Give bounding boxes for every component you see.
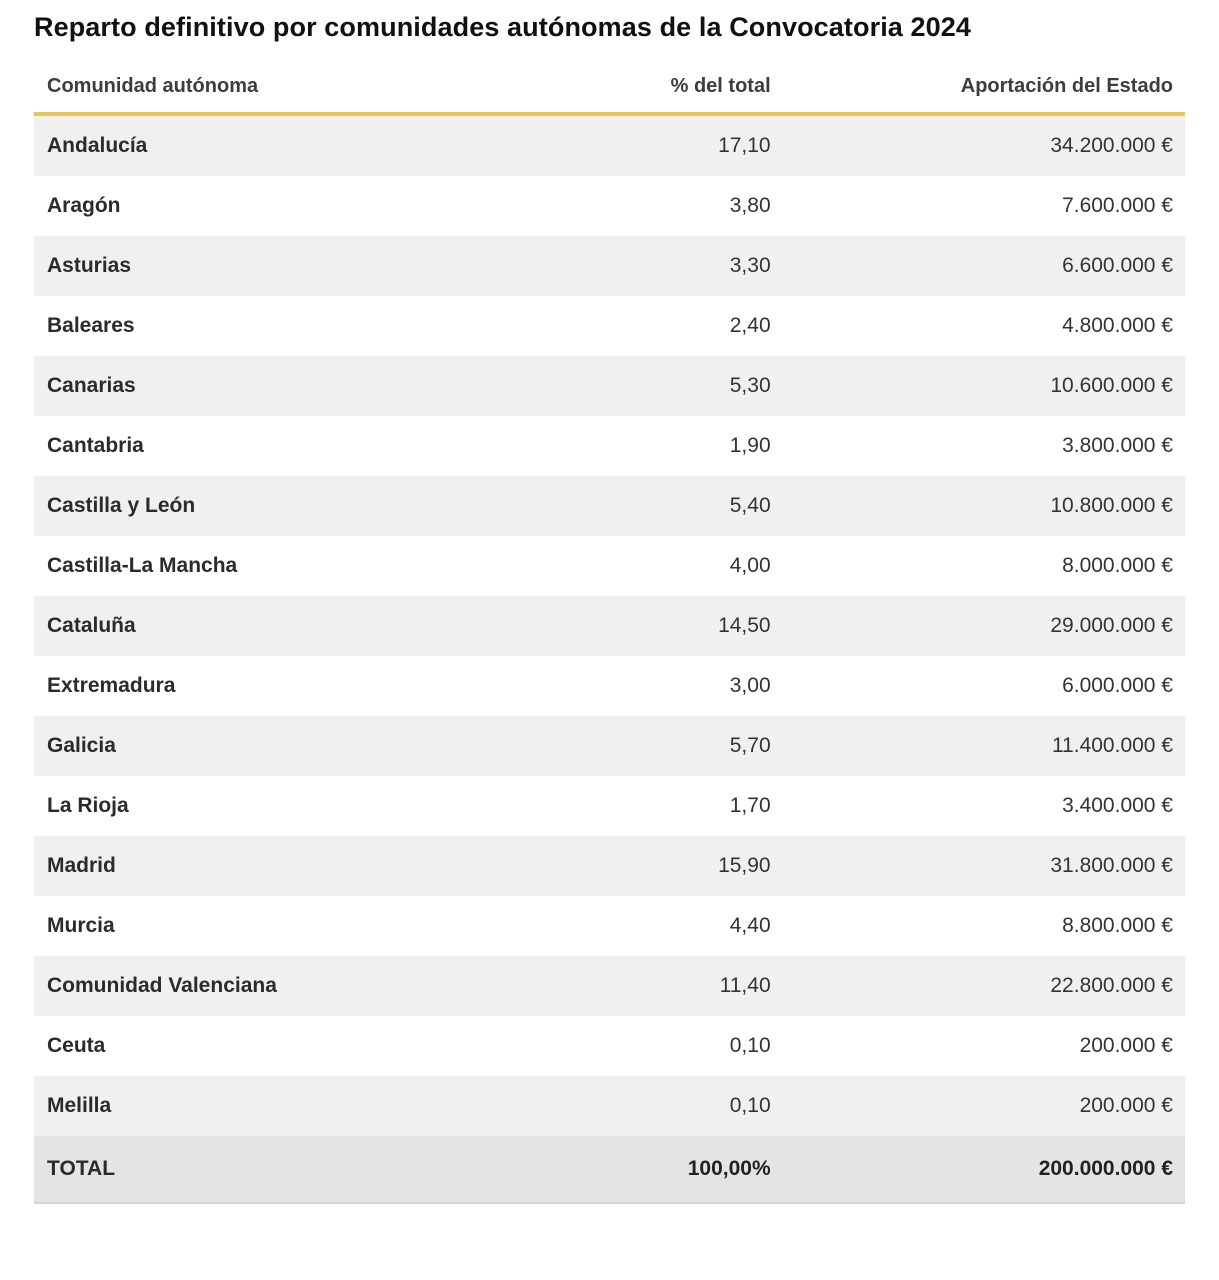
table-row: Melilla 0,10 200.000 €: [34, 1076, 1185, 1136]
page-title: Reparto definitivo por comunidades autón…: [34, 12, 971, 42]
total-percent: 100,00%: [687, 1157, 771, 1180]
cell-name: Madrid: [47, 854, 116, 877]
cell-amount: 29.000.000 €: [1050, 614, 1173, 637]
column-header-amount: Aportación del Estado: [770, 67, 1185, 116]
table-row: Murcia 4,40 8.800.000 €: [34, 896, 1185, 956]
cell-pct: 5,30: [729, 374, 771, 397]
cell-name: Andalucía: [47, 134, 148, 157]
table-footer: TOTAL 100,00% 200.000.000 €: [34, 1136, 1185, 1203]
table-row: Andalucía 17,10 34.200.000 €: [34, 114, 1185, 176]
cell-pct: 1,90: [729, 434, 771, 457]
cell-amount: 6.000.000 €: [1062, 674, 1173, 697]
cell-name: Melilla: [47, 1094, 112, 1117]
cell-pct: 15,90: [718, 854, 771, 877]
table-row: Madrid 15,90 31.800.000 €: [34, 836, 1185, 896]
cell-amount: 6.600.000 €: [1062, 254, 1173, 277]
cell-name: Comunidad Valenciana: [47, 974, 277, 997]
cell-pct: 3,30: [729, 254, 771, 277]
cell-amount: 10.800.000 €: [1050, 494, 1173, 517]
cell-amount: 3.800.000 €: [1062, 434, 1173, 457]
cell-amount: 4.800.000 €: [1062, 314, 1173, 337]
table-row: Asturias 3,30 6.600.000 €: [34, 236, 1185, 296]
cell-name: Castilla-La Mancha: [47, 554, 238, 577]
table-row: La Rioja 1,70 3.400.000 €: [34, 776, 1185, 836]
table-body: Andalucía 17,10 34.200.000 € Aragón 3,80 7.60…: [34, 114, 1185, 1136]
cell-pct: 5,70: [729, 734, 771, 757]
table-row: Baleares 2,40 4.800.000 €: [34, 296, 1185, 356]
cell-name: Baleares: [47, 314, 135, 337]
table-header: Comunidad autónoma % del total Aportació…: [34, 67, 1185, 116]
cell-name: Galicia: [47, 734, 116, 757]
cell-name: Murcia: [47, 914, 115, 937]
cell-amount: 11.400.000 €: [1051, 734, 1173, 757]
cell-name: Cantabria: [47, 434, 144, 457]
table-row: Cantabria 1,90 3.800.000 €: [34, 416, 1185, 476]
cell-amount: 200.000 €: [1079, 1034, 1173, 1057]
table-row: Cataluña 14,50 29.000.000 €: [34, 596, 1185, 656]
cell-pct: 0,10: [729, 1034, 771, 1057]
table-row: Aragón 3,80 7.600.000 €: [34, 176, 1185, 236]
cell-amount: 3.400.000 €: [1062, 794, 1173, 817]
cell-name: Cataluña: [47, 614, 136, 637]
table-row: Ceuta 0,10 200.000 €: [34, 1016, 1185, 1076]
cell-pct: 14,50: [718, 614, 771, 637]
cell-name: Extremadura: [47, 674, 176, 697]
cell-pct: 4,00: [729, 554, 771, 577]
cell-pct: 11,40: [719, 974, 771, 997]
cell-amount: 34.200.000 €: [1050, 134, 1173, 157]
cell-pct: 3,80: [729, 194, 771, 217]
cell-amount: 8.000.000 €: [1062, 554, 1173, 577]
cell-pct: 17,10: [718, 134, 771, 157]
cell-name: Ceuta: [47, 1034, 106, 1057]
table-row: Castilla-La Mancha 4,00 8.000.000 €: [34, 536, 1185, 596]
cell-amount: 22.800.000 €: [1050, 974, 1173, 997]
column-header-community: Comunidad autónoma: [34, 67, 587, 116]
header-row: Comunidad autónoma % del total Aportació…: [34, 67, 1185, 116]
cell-amount: 7.600.000 €: [1062, 194, 1173, 217]
cell-name: La Rioja: [47, 794, 129, 817]
cell-name: Castilla y León: [47, 494, 196, 517]
cell-pct: 5,40: [729, 494, 771, 517]
table-row: Extremadura 3,00 6.000.000 €: [34, 656, 1185, 716]
table-row: Comunidad Valenciana 11,40 22.800.000 €: [34, 956, 1185, 1016]
cell-amount: 31.800.000 €: [1050, 854, 1173, 877]
table-row: Galicia 5,70 11.400.000 €: [34, 716, 1185, 776]
table-row: Canarias 5,30 10.600.000 €: [34, 356, 1185, 416]
cell-pct: 0,10: [729, 1094, 771, 1117]
allocation-table: Comunidad autónoma % del total Aportació…: [34, 67, 1185, 1204]
cell-name: Canarias: [47, 374, 136, 397]
table-row: Castilla y León 5,40 10.800.000 €: [34, 476, 1185, 536]
cell-pct: 2,40: [729, 314, 771, 337]
total-row: TOTAL 100,00% 200.000.000 €: [34, 1136, 1185, 1203]
cell-pct: 4,40: [729, 914, 771, 937]
column-header-percent: % del total: [586, 67, 771, 116]
cell-amount: 8.800.000 €: [1062, 914, 1173, 937]
cell-pct: 3,00: [729, 674, 771, 697]
cell-name: Aragón: [47, 194, 121, 217]
cell-name: Asturias: [47, 254, 132, 277]
total-amount: 200.000.000 €: [1038, 1157, 1173, 1180]
total-label: TOTAL: [47, 1157, 116, 1180]
cell-pct: 1,70: [729, 794, 771, 817]
cell-amount: 10.600.000 €: [1050, 374, 1173, 397]
cell-amount: 200.000 €: [1079, 1094, 1173, 1117]
